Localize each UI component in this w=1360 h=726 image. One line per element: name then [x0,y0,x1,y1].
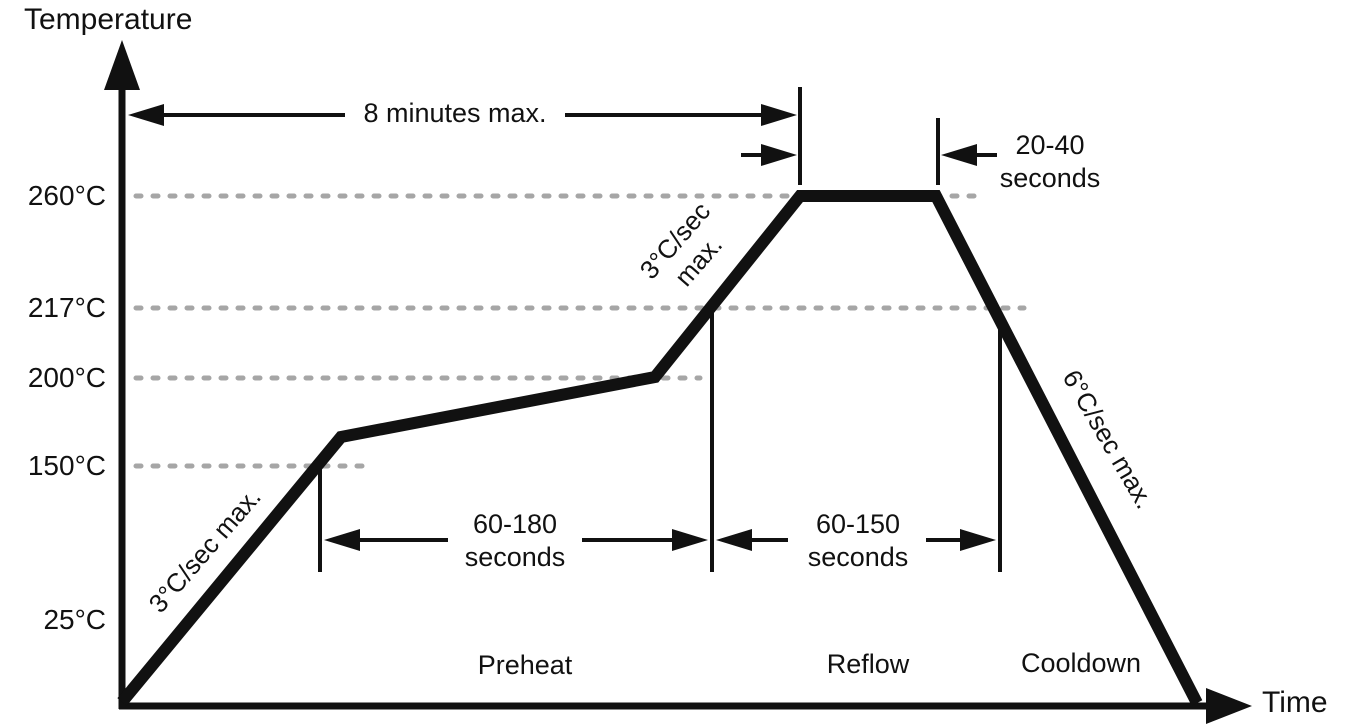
preheat-arrowhead-left [324,529,360,551]
total-time-annotation: 8 minutes max. [363,98,547,128]
zone-label-cooldown: Cooldown [1020,648,1142,678]
peak-duration-line1: 20-40 [1015,130,1085,160]
y-axis-arrowhead [104,40,140,90]
x-axis-title: Time [1262,686,1328,719]
preheat-duration-line1: 60-180 [472,509,558,539]
reflow-arrowhead-right [960,529,996,551]
reflow-profile-curve [117,190,1203,706]
y-tick-25: 25°C [43,604,106,635]
y-tick-217: 217°C [27,292,106,323]
peak-duration-line2: seconds [999,163,1101,193]
y-tick-150: 150°C [27,450,106,481]
preheat-duration-annotation: 60-180 seconds [445,508,585,574]
preheat-arrowhead-right [672,529,708,551]
zone-label-reflow: Reflow [826,649,910,679]
reflow-duration-annotation: 60-150 seconds [788,508,928,574]
total-time-arrowhead-right [761,104,797,126]
y-tick-200: 200°C [27,362,106,393]
y-tick-260: 260°C [27,180,106,211]
reflow-duration-line1: 60-150 [815,509,901,539]
reflow-arrowhead-left [716,529,752,551]
zone-label-preheat: Preheat [477,650,573,680]
x-axis-arrowhead [1206,688,1252,724]
reflow-duration-line2: seconds [807,542,909,572]
peak-arrowhead-right [941,144,977,166]
preheat-duration-line2: seconds [464,542,566,572]
peak-duration-annotation: 20-40 seconds [980,129,1120,195]
peak-arrowhead-left [761,144,797,166]
total-time-arrowhead-left [128,104,164,126]
y-axis-title: Temperature [24,3,193,36]
